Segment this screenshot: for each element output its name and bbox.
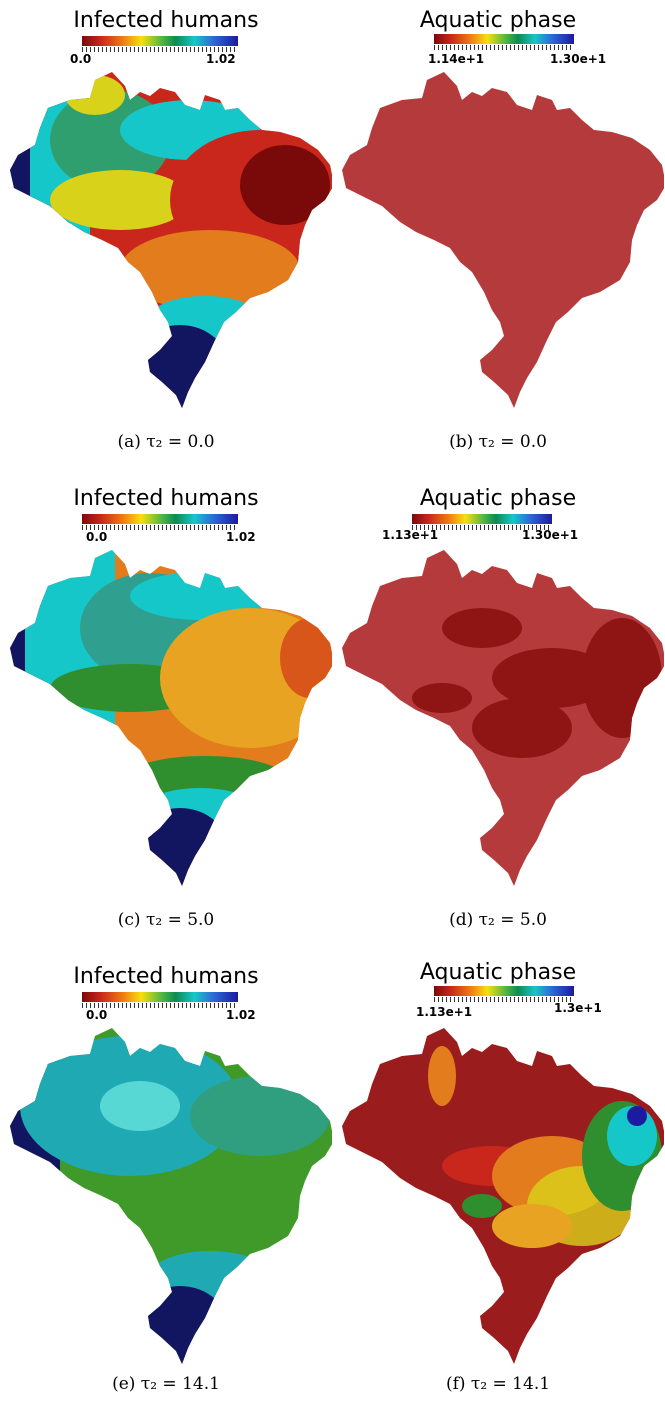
caption-c: (c) τ₂ = 5.0 bbox=[117, 910, 215, 930]
caption-d: (d) τ₂ = 5.0 bbox=[449, 910, 547, 930]
panel-infected-a: Infected humans 0.0 1.02 (a) τ₂ = 0.0 bbox=[0, 0, 332, 470]
colorbar-min-label: 1.13e+1 bbox=[382, 528, 439, 542]
colorbar-max-label: 1.3e+1 bbox=[554, 1001, 602, 1015]
panel-aquatic-d: Aquatic phase 1.13e+1 1.30e+1 (d) τ₂ = 5… bbox=[332, 478, 664, 948]
colorbar-title: Infected humans bbox=[73, 486, 259, 511]
colorbar bbox=[434, 34, 574, 44]
colorbar-max-label: 1.30e+1 bbox=[550, 52, 607, 66]
map-infected-humans bbox=[10, 72, 332, 408]
colorbar-title: Aquatic phase bbox=[419, 486, 577, 511]
map-aquatic-phase bbox=[342, 72, 664, 408]
panel-aquatic-b: Aquatic phase 1.14e+1 1.30e+1 (b) τ₂ = 0… bbox=[332, 0, 664, 470]
caption-a: (a) τ₂ = 0.0 bbox=[117, 432, 215, 452]
panel-aquatic-f: Aquatic phase 1.13e+1 1.3e+1 (f) τ₂ = 14… bbox=[332, 956, 664, 1406]
colorbar-max-label: 1.02 bbox=[226, 530, 256, 544]
colorbar-title: Aquatic phase bbox=[419, 8, 577, 33]
colorbar-ticks bbox=[82, 47, 238, 52]
colorbar-max-label: 1.02 bbox=[226, 1008, 256, 1022]
colorbar bbox=[82, 36, 238, 46]
map-aquatic-phase bbox=[342, 1028, 664, 1364]
colorbar-min-label: 1.13e+1 bbox=[416, 1005, 473, 1019]
colorbar-max-label: 1.30e+1 bbox=[522, 528, 579, 542]
caption-e: (e) τ₂ = 14.1 bbox=[112, 1374, 220, 1394]
colorbar bbox=[434, 986, 574, 996]
caption-f: (f) τ₂ = 14.1 bbox=[445, 1374, 551, 1394]
map-infected-humans bbox=[10, 1028, 332, 1364]
colorbar-title: Infected humans bbox=[73, 8, 259, 33]
colorbar-ticks bbox=[434, 997, 574, 1002]
colorbar-min-label: 0.0 bbox=[86, 530, 108, 544]
colorbar-ticks bbox=[82, 525, 238, 530]
colorbar-ticks bbox=[82, 1003, 238, 1008]
colorbar-min-label: 0.0 bbox=[86, 1008, 108, 1022]
panel-infected-c: Infected humans 0.0 1.02 (c) τ₂ = 5.0 bbox=[0, 478, 332, 948]
caption-b: (b) τ₂ = 0.0 bbox=[449, 432, 547, 452]
colorbar-ticks bbox=[434, 45, 574, 50]
colorbar-title: Infected humans bbox=[73, 964, 259, 989]
map-infected-humans bbox=[10, 550, 332, 886]
colorbar bbox=[82, 514, 238, 524]
colorbar-max-label: 1.02 bbox=[206, 52, 236, 66]
colorbar bbox=[82, 992, 238, 1002]
map-aquatic-phase bbox=[342, 550, 664, 886]
colorbar-min-label: 0.0 bbox=[70, 52, 92, 66]
colorbar bbox=[412, 514, 552, 524]
colorbar-min-label: 1.14e+1 bbox=[428, 52, 485, 66]
panel-infected-e: Infected humans 0.0 1.02 (e) τ₂ = 14.1 bbox=[0, 956, 332, 1406]
colorbar-title: Aquatic phase bbox=[419, 960, 577, 985]
colorbar-ticks bbox=[412, 525, 552, 530]
